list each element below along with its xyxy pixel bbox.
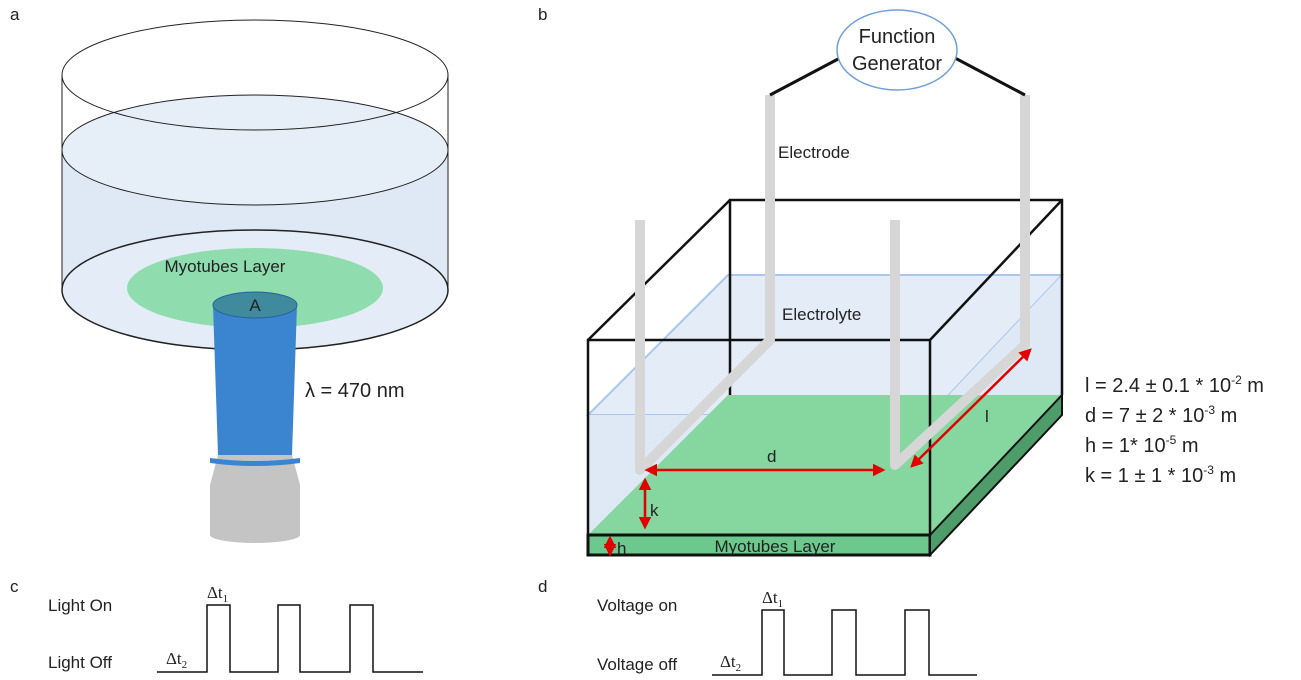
off-label: Light Off: [48, 653, 112, 672]
dt-base: Δt: [762, 588, 778, 607]
panel-label: c: [10, 577, 19, 596]
function-generator: [837, 10, 957, 90]
on-label: Light On: [48, 596, 112, 615]
dt-sub: 2: [736, 662, 742, 674]
eq-text: d = 7 ± 2 * 10: [1085, 405, 1204, 427]
electrolyte-label: Electrolyte: [782, 305, 861, 324]
pulse-train: [712, 610, 977, 675]
panel-d: d Voltage on Voltage off Δt1 Δt2: [538, 577, 977, 675]
eq-text: l = 2.4 ± 0.1 * 10: [1085, 375, 1231, 397]
panel-label: b: [538, 5, 547, 24]
dim-d: d: [767, 447, 776, 466]
liquid-surface: [62, 95, 448, 205]
dt-sub: 1: [223, 593, 229, 605]
objective: [210, 455, 300, 535]
layer-label: Myotubes Layer: [715, 537, 836, 556]
eq-unit: m: [1176, 435, 1198, 457]
layer-label: Myotubes Layer: [165, 257, 286, 276]
equations: l = 2.4 ± 0.1 * 10-2 m d = 7 ± 2 * 10-3 …: [1085, 373, 1264, 487]
equation: h = 1* 10-5 m: [1085, 433, 1199, 457]
dt2: Δt2: [720, 652, 741, 674]
page: a Myotubes Layer A λ = 470 nm b: [0, 0, 1301, 680]
light-beam: [213, 305, 297, 455]
dim-h: h: [617, 539, 626, 558]
eq-exp: -5: [1166, 433, 1177, 447]
objective-base: [210, 527, 300, 543]
eq-unit: m: [1242, 375, 1264, 397]
eq-text: h = 1* 10: [1085, 435, 1166, 457]
panel-c: c Light On Light Off Δt1 Δt2: [10, 577, 423, 672]
wavelength: λ = 470 nm: [305, 380, 405, 402]
eq-exp: -2: [1231, 373, 1242, 387]
dt-base: Δt: [207, 583, 223, 602]
figure: a Myotubes Layer A λ = 470 nm b: [0, 0, 1301, 680]
dt-base: Δt: [166, 649, 182, 668]
dt-base: Δt: [720, 652, 736, 671]
panel-b: b Function Generator Electrode Electroly…: [538, 5, 1264, 558]
eq-exp: -3: [1203, 463, 1214, 477]
equation: l = 2.4 ± 0.1 * 10-2 m: [1085, 373, 1264, 397]
wire: [770, 58, 840, 95]
panel-label: d: [538, 577, 547, 596]
dt1: Δt1: [207, 583, 228, 605]
area-label: A: [249, 296, 261, 315]
dt1: Δt1: [762, 588, 783, 610]
electrode-label: Electrode: [778, 143, 850, 162]
dt-sub: 1: [778, 598, 784, 610]
pulse-train: [157, 605, 423, 672]
eq-exp: -3: [1204, 403, 1215, 417]
dt2: Δt2: [166, 649, 187, 671]
generator-label: Function: [859, 26, 936, 48]
dt-sub: 2: [182, 659, 188, 671]
on-label: Voltage on: [597, 596, 677, 615]
equation: k = 1 ± 1 * 10-3 m: [1085, 463, 1236, 487]
dim-l: l: [985, 407, 989, 426]
panel-label: a: [10, 5, 20, 24]
off-label: Voltage off: [597, 655, 677, 674]
panel-a: a Myotubes Layer A λ = 470 nm: [10, 5, 448, 543]
eq-text: k = 1 ± 1 * 10: [1085, 465, 1203, 487]
eq-unit: m: [1214, 465, 1236, 487]
generator-label: Generator: [852, 53, 942, 75]
eq-unit: m: [1215, 405, 1237, 427]
wire: [955, 58, 1025, 95]
dim-k: k: [650, 501, 659, 520]
equation: d = 7 ± 2 * 10-3 m: [1085, 403, 1237, 427]
